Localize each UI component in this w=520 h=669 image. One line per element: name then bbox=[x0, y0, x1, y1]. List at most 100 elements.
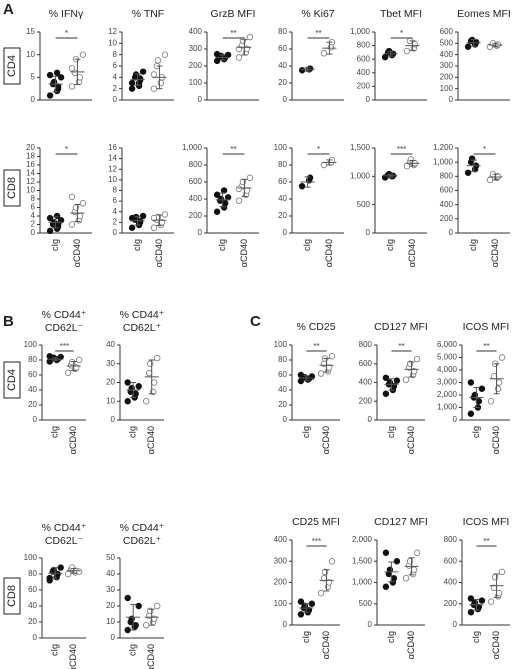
y-tick-label: 40 bbox=[106, 340, 115, 349]
y-tick-label: 0 bbox=[111, 633, 116, 642]
data-point bbox=[393, 377, 401, 384]
chart-title: % CD44⁺ bbox=[42, 522, 87, 534]
data-point bbox=[57, 74, 65, 81]
x-tick-label: αCD40 bbox=[68, 644, 78, 669]
x-tick-label: cIg bbox=[301, 631, 311, 643]
x-tick-label: αCD40 bbox=[406, 426, 416, 454]
y-tick-label: 1,500 bbox=[350, 143, 371, 152]
significance-label: ** bbox=[483, 537, 489, 546]
data-point bbox=[53, 69, 61, 76]
data-point bbox=[132, 622, 139, 629]
y-tick-label: 60 bbox=[278, 370, 287, 379]
data-point bbox=[220, 187, 228, 194]
row-label-box bbox=[3, 169, 21, 207]
data-point bbox=[498, 354, 506, 361]
significance-label: * bbox=[65, 29, 68, 38]
data-point bbox=[46, 353, 53, 360]
x-tick-label: cIg bbox=[471, 631, 481, 643]
chart-title: % IFNγ bbox=[49, 8, 84, 20]
data-point bbox=[390, 575, 398, 582]
data-point bbox=[124, 379, 131, 386]
chart-title: % CD44⁺ bbox=[120, 309, 165, 321]
panel-label: A bbox=[3, 1, 14, 18]
x-tick-label: cIg bbox=[50, 644, 60, 656]
y-tick-label: 1,200 bbox=[433, 143, 454, 152]
y-tick-label: 500 bbox=[357, 200, 371, 209]
y-tick-label: 5,000 bbox=[437, 353, 458, 362]
y-tick-label: 400 bbox=[189, 194, 203, 203]
data-point bbox=[246, 33, 254, 41]
y-tick-label: 0 bbox=[366, 95, 371, 104]
y-tick-label: 400 bbox=[189, 27, 203, 36]
data-point bbox=[154, 57, 162, 64]
data-point bbox=[487, 398, 495, 405]
y-tick-label: 800 bbox=[189, 160, 203, 169]
y-tick-label: 8 bbox=[113, 186, 118, 195]
data-point bbox=[142, 398, 150, 405]
x-tick-label: αCD40 bbox=[72, 239, 82, 267]
y-tick-label: 100 bbox=[274, 340, 288, 349]
x-tick-label: cIg bbox=[471, 426, 481, 438]
data-point bbox=[382, 390, 390, 397]
y-tick-label: 1,500 bbox=[352, 556, 373, 565]
data-point bbox=[46, 92, 54, 99]
y-tick-label: 600 bbox=[359, 359, 373, 368]
data-point bbox=[393, 558, 401, 565]
y-tick-label: 10 bbox=[106, 396, 115, 405]
x-tick-label: cIg bbox=[386, 631, 396, 643]
panel-label: B bbox=[3, 313, 14, 330]
row-label-box bbox=[3, 577, 21, 615]
data-point bbox=[213, 50, 221, 58]
data-point bbox=[75, 568, 83, 575]
y-tick-label: 3,000 bbox=[437, 378, 458, 387]
y-tick-label: 0 bbox=[449, 95, 454, 104]
y-tick-label: 6 bbox=[31, 203, 36, 212]
y-tick-label: 20 bbox=[28, 617, 37, 626]
data-point bbox=[413, 549, 421, 556]
data-point bbox=[317, 589, 325, 597]
data-point bbox=[153, 602, 161, 610]
y-tick-label: 8 bbox=[31, 194, 36, 203]
y-tick-label: 10 bbox=[106, 617, 115, 626]
y-tick-label: 100 bbox=[274, 143, 288, 152]
chart-title: CD127 MFI bbox=[374, 516, 428, 528]
data-point bbox=[57, 353, 64, 361]
y-tick-label: 15 bbox=[26, 27, 35, 36]
data-point bbox=[46, 574, 53, 582]
chart-title: CD62L⁺ bbox=[123, 535, 162, 547]
data-point bbox=[243, 187, 251, 194]
y-tick-label: 20 bbox=[106, 378, 115, 387]
data-point bbox=[464, 43, 472, 50]
chart-title: % CD44⁺ bbox=[120, 522, 165, 534]
data-point bbox=[382, 374, 390, 382]
y-tick-label: 200 bbox=[189, 211, 203, 220]
y-tick-label: 0 bbox=[283, 228, 288, 237]
significance-label: * bbox=[483, 145, 486, 154]
chart-title: ICOS MFI bbox=[463, 321, 510, 333]
y-tick-label: 400 bbox=[359, 378, 373, 387]
y-tick-label: 600 bbox=[357, 54, 371, 63]
x-tick-label: αCD40 bbox=[490, 239, 500, 267]
data-point bbox=[68, 65, 76, 72]
y-tick-label: 200 bbox=[189, 61, 203, 70]
y-tick-label: 800 bbox=[440, 171, 454, 180]
y-tick-label: 800 bbox=[357, 41, 371, 50]
y-tick-label: 0 bbox=[453, 415, 458, 424]
y-tick-label: 12 bbox=[26, 177, 35, 186]
data-point bbox=[297, 598, 305, 605]
data-point bbox=[161, 51, 169, 58]
chart-title: % TNF bbox=[132, 8, 164, 20]
data-point bbox=[298, 183, 306, 190]
data-point bbox=[413, 355, 421, 363]
y-tick-label: 0 bbox=[283, 620, 288, 629]
y-tick-label: 0 bbox=[31, 95, 36, 104]
y-tick-label: 2 bbox=[113, 84, 118, 93]
chart-title: % Ki67 bbox=[301, 8, 334, 20]
x-tick-label: cIg bbox=[217, 239, 227, 251]
chart-title: CD62L⁻ bbox=[45, 535, 84, 547]
data-point bbox=[128, 214, 136, 222]
x-tick-label: cIg bbox=[386, 426, 396, 438]
y-tick-label: 60 bbox=[28, 370, 37, 379]
y-tick-label: 1,000 bbox=[433, 157, 454, 166]
data-point bbox=[298, 67, 306, 74]
